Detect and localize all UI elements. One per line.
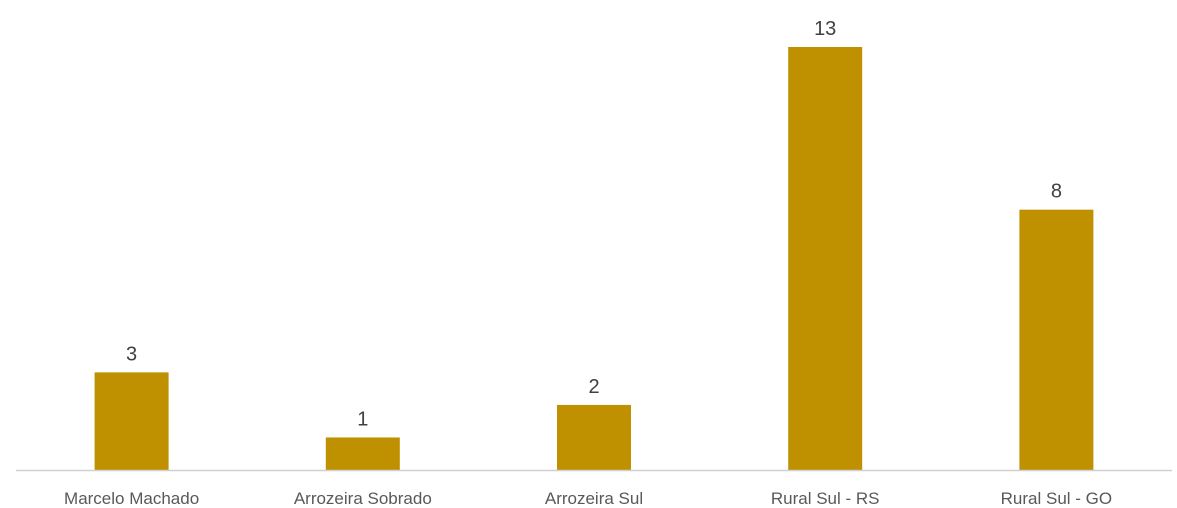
bars-group	[94, 47, 1094, 470]
data-label-0: 3	[126, 343, 137, 365]
x-tick-label-4: Rural Sul - GO	[1001, 489, 1112, 508]
data-labels-group: 3 1 2 13 8	[126, 18, 1062, 430]
x-tick-label-3: Rural Sul - RS	[771, 489, 880, 508]
bar-2	[557, 404, 631, 470]
bar-3	[788, 47, 863, 470]
bar-4	[1019, 209, 1094, 470]
bar-0	[94, 372, 169, 470]
bar-1	[325, 437, 400, 470]
x-tick-label-0: Marcelo Machado	[64, 489, 199, 508]
x-tick-label-2: Arrozeira Sul	[545, 489, 643, 508]
data-label-2: 2	[588, 376, 599, 398]
x-tick-label-1: Arrozeira Sobrado	[294, 489, 432, 508]
data-label-4: 8	[1051, 181, 1062, 203]
data-label-3: 13	[814, 18, 836, 40]
data-label-1: 1	[357, 408, 368, 430]
x-tick-labels-group: Marcelo Machado Arrozeira Sobrado Arrozeir…	[64, 489, 1112, 508]
